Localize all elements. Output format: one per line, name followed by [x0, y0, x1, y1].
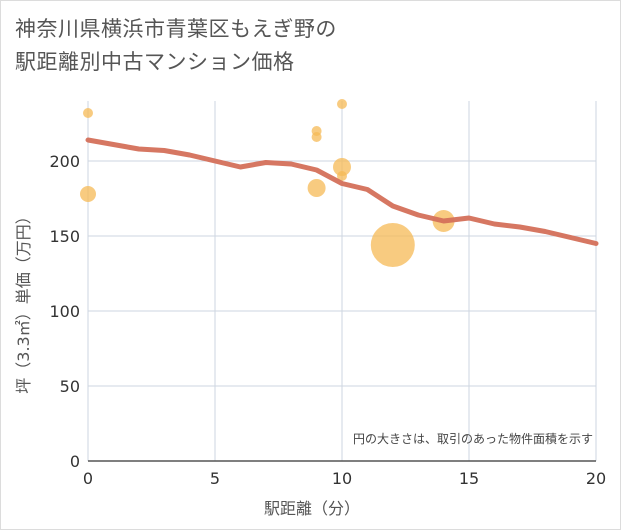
bubbles — [80, 99, 455, 267]
scatter-point-4 — [307, 179, 326, 197]
chart-title: 神奈川県横浜市青葉区もえぎ野の 駅距離別中古マンション価格 — [15, 13, 337, 79]
x-tick-label-5: 5 — [210, 469, 220, 488]
y-axis-title: 坪（3.3㎡）単価（万円） — [14, 208, 33, 393]
y-tick-label-0: 0 — [70, 452, 80, 471]
trend-line-group — [85, 137, 599, 246]
title-line-1: 神奈川県横浜市青葉区もえぎ野の — [15, 17, 337, 41]
title-line-2: 駅距離別中古マンション価格 — [15, 50, 295, 74]
y-tick-label-150: 150 — [49, 227, 80, 246]
scatter-point-3 — [311, 132, 322, 142]
trend-line — [85, 137, 599, 246]
scatter-point-1 — [80, 186, 96, 202]
x-tick-label-0: 0 — [83, 469, 93, 488]
x-axis-title: 駅距離（分） — [264, 499, 360, 518]
x-tick-label-20: 20 — [586, 469, 606, 488]
y-tick-label-50: 50 — [60, 377, 80, 396]
x-tick-label-10: 10 — [332, 469, 352, 488]
scatter-point-0 — [83, 108, 93, 118]
x-tick-label-15: 15 — [459, 469, 479, 488]
scatter-point-5 — [337, 99, 347, 109]
grid — [87, 101, 597, 461]
bubble-size-note: 円の大きさは、取引のあった物件面積を示す — [353, 431, 593, 446]
scatter-point-7 — [337, 171, 347, 181]
scatter-point-6 — [333, 158, 351, 176]
y-tick-label-100: 100 — [49, 302, 80, 321]
y-tick-label-200: 200 — [49, 152, 80, 171]
scatter-point-8 — [370, 223, 415, 267]
axis-labels: 0 50 100 150 200 0 5 10 15 20 駅距離（分） 坪（3.3㎡）単価（万円） 円… — [14, 152, 606, 518]
